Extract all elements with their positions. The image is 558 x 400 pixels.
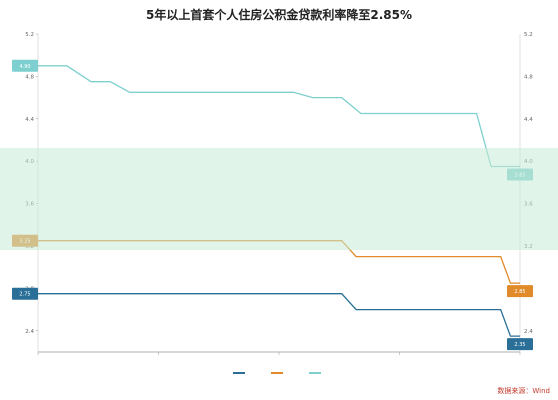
- y-tick-left-6: 4.8: [25, 74, 34, 80]
- series-start-label-0: 4.90: [19, 64, 30, 70]
- series-line-2: [38, 293, 520, 337]
- series-end-label-1: 2.85: [514, 289, 525, 295]
- series-start-tag-0: [12, 59, 38, 72]
- y-tick-right-7: 5.2: [524, 32, 533, 38]
- legend: [0, 372, 558, 374]
- overlay-banner: [0, 148, 558, 250]
- series-line-0: [38, 65, 520, 168]
- source-watermark: 数据来源：Wind: [497, 387, 550, 395]
- y-tick-left-0: 2.4: [25, 329, 34, 335]
- y-tick-right-5: 4.4: [524, 117, 533, 123]
- legend-item-1: [233, 372, 249, 374]
- series-start-tag-2: [12, 287, 38, 300]
- legend-swatch-1: [233, 372, 245, 374]
- y-tick-left-7: 5.2: [25, 32, 34, 38]
- legend-item-3: [309, 372, 325, 374]
- y-tick-right-0: 2.4: [524, 329, 533, 335]
- series-end-label-2: 2.35: [514, 342, 525, 348]
- series-start-label-2: 2.75: [19, 292, 30, 298]
- legend-swatch-2: [271, 372, 283, 374]
- legend-swatch-3: [309, 372, 321, 374]
- series-end-tag-2: [507, 338, 533, 351]
- chart-title: 5年以上首套个人住房公积金贷款利率降至2.85%: [146, 8, 412, 22]
- legend-item-2: [271, 372, 287, 374]
- y-tick-right-6: 4.8: [524, 74, 533, 80]
- series-end-tag-1: [507, 285, 533, 298]
- y-tick-left-5: 4.4: [25, 117, 34, 123]
